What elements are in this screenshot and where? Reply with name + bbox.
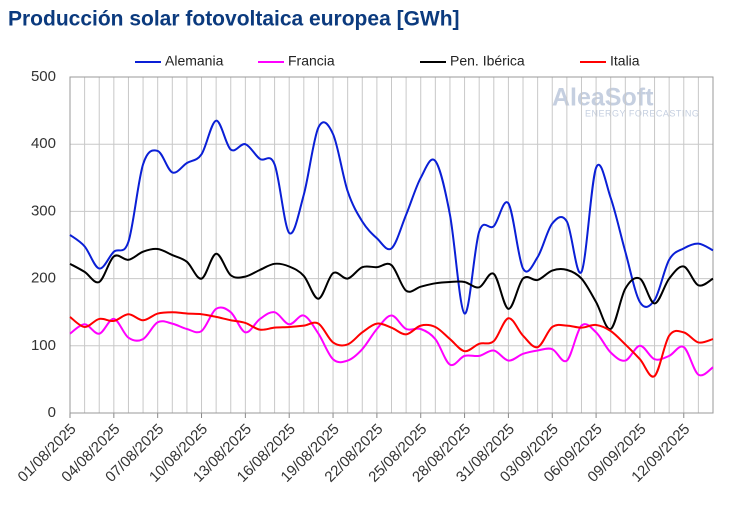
watermark-tagline: ENERGY FORECASTING	[585, 108, 699, 118]
y-tick-label: 200	[31, 270, 56, 287]
legend-label: Francia	[288, 53, 335, 69]
legend-label: Italia	[610, 53, 640, 69]
legend-label: Alemania	[165, 53, 224, 69]
y-tick-label: 500	[31, 68, 56, 85]
y-tick-label: 300	[31, 202, 56, 219]
chart-title: Producción solar fotovoltaica europea [G…	[8, 8, 460, 31]
legend-label: Pen. Ibérica	[450, 53, 525, 69]
series-line	[69, 119, 714, 315]
series-line	[69, 306, 714, 377]
watermark-brand: AleaSoft	[552, 84, 654, 112]
series-line	[69, 311, 714, 378]
y-tick-label: 0	[48, 404, 56, 421]
y-tick-label: 400	[31, 135, 56, 152]
series-line	[69, 247, 714, 331]
plot-border	[69, 76, 714, 414]
y-tick-label: 100	[31, 337, 56, 354]
